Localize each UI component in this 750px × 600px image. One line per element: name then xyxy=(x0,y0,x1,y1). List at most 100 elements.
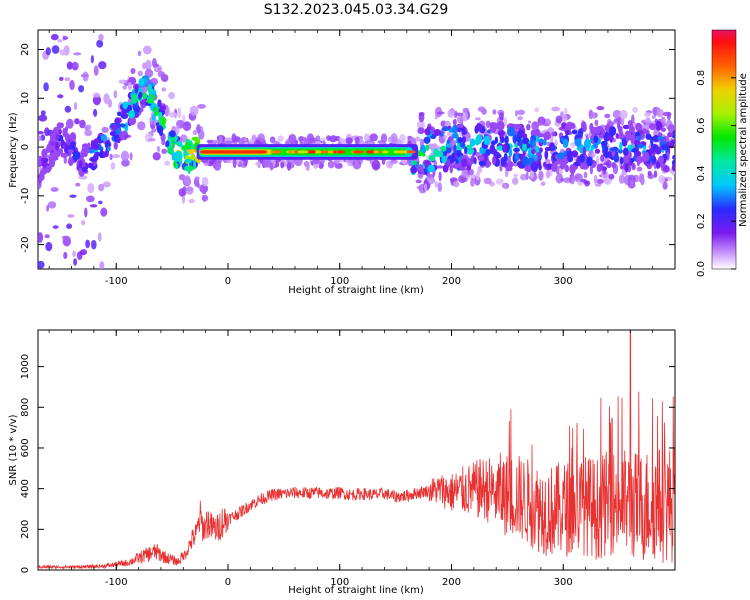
spectrogram-cell xyxy=(62,36,69,40)
spectrogram-cell xyxy=(441,126,450,132)
spectrogram-cell xyxy=(285,140,290,146)
spectrogram-cell xyxy=(415,179,422,184)
spectrogram-cell xyxy=(64,77,71,82)
spectrogram-cell xyxy=(642,151,650,162)
spectrogram-xtick-label: 200 xyxy=(442,276,461,287)
spectrogram-cell xyxy=(139,100,147,105)
spectrogram-cell xyxy=(64,133,70,142)
spectrogram-cell xyxy=(157,66,162,78)
spectrogram-cell xyxy=(151,57,157,68)
spectrogram-cell xyxy=(66,223,73,229)
spectrogram-cell xyxy=(63,156,67,164)
spectrogram-cell xyxy=(663,165,670,173)
spectrogram-cell xyxy=(562,138,569,148)
spectrogram-cell xyxy=(270,150,276,154)
snr-ytick-label: 800 xyxy=(20,398,31,417)
spectrogram-cell xyxy=(78,85,85,93)
spectrogram-cell xyxy=(517,109,525,116)
spectrogram-cell xyxy=(44,234,50,239)
spectrogram-cell xyxy=(96,39,104,48)
spectrogram-cell xyxy=(40,110,46,116)
spectrogram-cell xyxy=(443,135,448,139)
spectrogram-ytick-label: -10 xyxy=(20,188,31,204)
spectrogram-cell xyxy=(474,117,481,121)
spectrogram-cell xyxy=(564,164,569,173)
spectrogram-cell xyxy=(87,182,95,194)
spectrogram-cell xyxy=(569,164,576,174)
spectrogram-cell xyxy=(232,158,237,169)
spectrogram-cell xyxy=(539,117,545,124)
spectrogram-cell xyxy=(452,133,459,139)
spectrogram-cell xyxy=(624,162,629,173)
spectrogram-cell xyxy=(43,157,49,163)
spectrogram-cell xyxy=(467,147,475,155)
spectrogram-cell xyxy=(92,92,101,98)
spectrogram-cell xyxy=(492,109,497,115)
spectrogram-cell xyxy=(161,87,167,92)
spectrogram-cell xyxy=(567,155,574,163)
spectrogram-cell xyxy=(84,207,88,218)
spectrogram-cell xyxy=(644,112,651,117)
spectrogram-cell xyxy=(81,145,90,155)
spectrogram-cell xyxy=(513,173,518,178)
spectrogram-cell xyxy=(594,183,602,187)
spectrogram-cell xyxy=(631,163,636,171)
spectrogram-cell xyxy=(93,108,98,117)
spectrogram-cell xyxy=(590,112,598,119)
spectrogram-cell xyxy=(516,161,524,168)
spectrogram-cell xyxy=(477,154,485,161)
spectrogram-cell xyxy=(630,133,636,144)
spectrogram-cell xyxy=(100,207,108,217)
spectrogram-cell xyxy=(158,111,163,119)
spectrogram-cell xyxy=(423,183,428,192)
spectrogram-cell xyxy=(134,84,139,94)
spectrogram-cell xyxy=(622,147,629,156)
spectrogram-cell xyxy=(671,164,675,172)
spectrogram-cell xyxy=(45,146,50,154)
spectrogram-cell xyxy=(534,107,540,113)
spectrogram-cell xyxy=(608,150,612,159)
spectrogram-cell xyxy=(45,47,51,56)
spectrogram-cell xyxy=(373,150,379,154)
spectrogram-cell xyxy=(79,249,88,256)
spectrogram-cell xyxy=(452,163,460,169)
spectrogram-cell xyxy=(38,232,44,243)
spectrogram-cell xyxy=(347,162,352,167)
spectrogram-cell xyxy=(633,139,641,146)
spectrogram-cell xyxy=(427,177,436,184)
snr-xtick-label: 300 xyxy=(554,577,573,588)
spectrogram-cell xyxy=(551,106,560,112)
snr-series-line xyxy=(38,330,675,570)
spectrogram-cell xyxy=(194,176,200,180)
spectrogram-cell xyxy=(447,109,455,118)
spectrogram-cell xyxy=(456,115,463,124)
spectrogram-cell xyxy=(522,156,530,167)
spectrogram-cell xyxy=(655,120,663,131)
spectrogram-cell xyxy=(654,146,662,155)
spectrogram-cell xyxy=(594,148,601,154)
spectrogram-cell xyxy=(534,154,538,161)
spectrogram-cell xyxy=(280,161,285,169)
spectrogram-cell xyxy=(161,148,168,154)
spectrogram-cell xyxy=(116,128,121,135)
spectrogram-cell xyxy=(544,131,551,140)
spectrogram-cell xyxy=(213,160,222,171)
spectrogram-cell xyxy=(85,124,92,130)
spectrogram-cell xyxy=(542,138,547,146)
spectrogram-cell xyxy=(38,166,43,171)
spectrogram-cell xyxy=(636,123,642,131)
spectrogram-cell xyxy=(155,122,160,127)
spectrogram-cell xyxy=(433,148,439,157)
spectrogram-cell xyxy=(38,160,42,167)
spectrogram-cell xyxy=(567,122,576,130)
spectrogram-cell xyxy=(477,106,486,112)
spectrogram-cell xyxy=(595,126,601,136)
spectrogram-cell xyxy=(657,132,663,137)
spectrogram-cell xyxy=(452,124,458,134)
spectrogram-cell xyxy=(424,128,431,136)
spectrogram-cell xyxy=(117,111,122,117)
spectrogram-cell xyxy=(660,144,669,151)
spectrogram-cell xyxy=(619,130,624,140)
spectrogram-band xyxy=(200,150,268,154)
spectrogram-cell xyxy=(526,124,531,131)
